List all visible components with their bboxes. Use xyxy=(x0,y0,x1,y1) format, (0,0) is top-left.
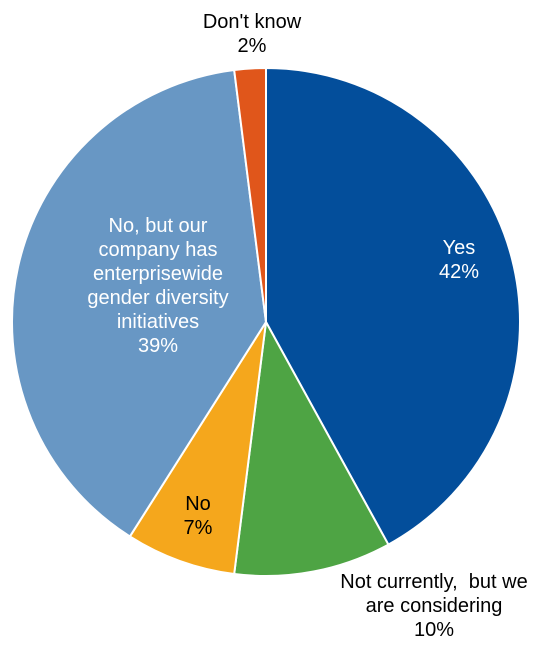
pie-labels: Yes 42% Not currently, but we are consideri… xyxy=(87,11,527,641)
slice-label-no: No 7% xyxy=(184,493,213,539)
slice-label-line: No, but our xyxy=(109,215,208,237)
slice-label-line: enterprisewide xyxy=(93,263,223,285)
slice-label-line: company has xyxy=(99,239,218,261)
pie-slice-no-but xyxy=(11,68,268,538)
slice-label-line: Not currently, but we xyxy=(340,571,527,593)
pie-slices xyxy=(11,66,521,577)
pie-slice-yes xyxy=(265,66,521,546)
slice-label-dont-know: Don't know 2% xyxy=(203,11,302,57)
pie-slice-not-currently xyxy=(233,318,390,577)
slice-percent-no: 7% xyxy=(184,517,213,539)
slice-label-line: Yes xyxy=(443,237,476,259)
slice-percent-yes: 42% xyxy=(439,261,479,283)
slice-label-line: gender diversity xyxy=(87,287,228,309)
slice-percent-no-but: 39% xyxy=(138,335,178,357)
pie-slice-dont-know xyxy=(233,66,267,323)
slice-label-not-currently: Not currently, but we are considering 10% xyxy=(340,571,527,641)
slice-percent-dont-know: 2% xyxy=(238,35,267,57)
pie-slice-no xyxy=(128,321,267,576)
slice-percent-not-currently: 10% xyxy=(414,619,454,641)
slice-label-yes: Yes 42% xyxy=(439,237,479,283)
slice-label-line: No xyxy=(185,493,211,515)
slice-label-line: initiatives xyxy=(117,311,199,333)
slice-label-line: are considering xyxy=(366,595,503,617)
slice-label-no-but: No, but our company has enterprisewide gend… xyxy=(87,215,228,357)
slice-label-line: Don't know xyxy=(203,11,302,33)
